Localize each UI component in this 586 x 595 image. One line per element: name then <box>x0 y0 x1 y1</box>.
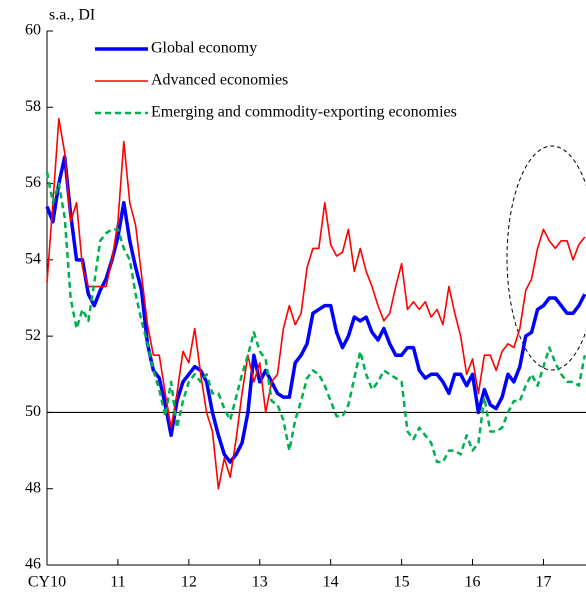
legend-label: Advanced economies <box>151 72 288 89</box>
y-tick-label: 46 <box>25 556 41 573</box>
series-line <box>46 117 586 490</box>
series-line <box>45 155 586 464</box>
x-tick-label: 15 <box>394 574 410 591</box>
series-line <box>45 171 586 464</box>
x-tick-label: 13 <box>252 574 268 591</box>
y-tick-label: 48 <box>25 479 41 496</box>
x-tick-label: CY10 <box>28 574 66 591</box>
y-tick-label: 54 <box>25 251 41 268</box>
y-axis-label: s.a., DI <box>49 7 95 24</box>
x-tick-label: 11 <box>110 574 125 591</box>
legend-label: Global economy <box>151 40 257 57</box>
y-tick-label: 58 <box>25 98 41 115</box>
y-tick-label: 52 <box>25 327 41 344</box>
legend-label: Emerging and commodity-exporting economi… <box>151 104 457 121</box>
y-tick-label: 60 <box>25 22 41 39</box>
y-tick-label: 50 <box>25 403 41 420</box>
x-tick-label: 12 <box>181 574 197 591</box>
x-tick-label: 16 <box>465 574 481 591</box>
x-tick-label: 14 <box>323 574 339 591</box>
x-tick-label: 17 <box>535 574 551 591</box>
highlight-ellipse <box>506 145 586 371</box>
y-tick-label: 56 <box>25 174 41 191</box>
